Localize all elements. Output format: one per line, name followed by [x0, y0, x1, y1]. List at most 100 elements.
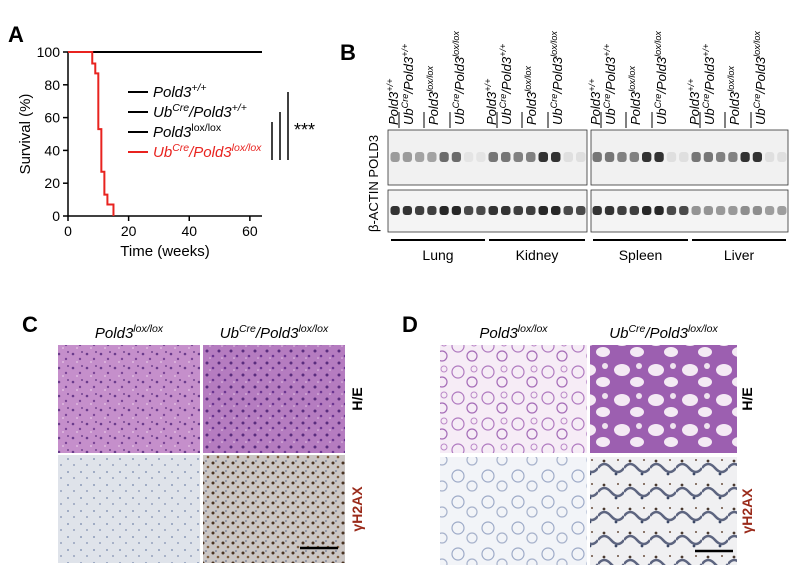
label-part: +/+	[232, 102, 247, 114]
band	[476, 206, 486, 215]
band	[765, 206, 775, 215]
label-part: Cre	[451, 94, 461, 109]
x-tick-label: 60	[242, 223, 258, 239]
label-part: lox/lox	[232, 142, 263, 154]
label-part: Ub	[702, 108, 717, 125]
panel-letter: A	[8, 22, 24, 47]
label-part: lox/lox	[191, 122, 222, 134]
row-label: γH2AX	[349, 486, 365, 532]
band	[415, 152, 425, 162]
label-part: +/+	[385, 79, 395, 92]
band	[488, 206, 498, 215]
tissue-label: Kidney	[516, 247, 559, 263]
label-part: lox/lox	[425, 66, 435, 92]
label-part: Ub	[654, 108, 669, 125]
label-part: Cre	[701, 94, 711, 109]
band	[390, 206, 400, 215]
label-part: Cre	[549, 94, 559, 109]
band	[716, 206, 726, 215]
label-part: lox/lox	[451, 31, 461, 57]
label-part: +/+	[498, 44, 508, 57]
band	[513, 152, 523, 162]
lane-label: UbCre/Pold3+/+	[498, 44, 514, 125]
label-part: /Pold3	[753, 56, 768, 95]
band	[390, 152, 400, 162]
micrograph	[203, 345, 345, 453]
label-part: Cre	[498, 94, 508, 109]
band	[654, 206, 664, 215]
y-tick-label: 60	[44, 110, 60, 126]
micrograph	[590, 457, 737, 565]
tissue-label: Spleen	[619, 247, 663, 263]
survival-line	[68, 51, 115, 216]
label-part: /Pold3	[654, 56, 669, 95]
row-label: H/E	[739, 387, 755, 410]
panel-letter: B	[340, 40, 356, 65]
label-part: +/+	[686, 79, 696, 92]
lane-label: UbCre/Pold3+/+	[701, 44, 717, 125]
label-part: lox/lox	[518, 323, 549, 335]
label-part: /Pold3	[401, 56, 416, 95]
label-part: /Pold3	[550, 56, 565, 95]
band	[576, 152, 586, 162]
band	[642, 206, 652, 215]
label-part: Ub	[499, 108, 514, 125]
band	[451, 206, 461, 215]
label-part: Cre	[400, 94, 410, 109]
band	[617, 152, 627, 162]
band	[488, 152, 498, 162]
x-axis-label: Time (weeks)	[120, 243, 209, 260]
x-tick-label: 0	[64, 223, 72, 239]
label-part: Pold3	[687, 91, 702, 125]
band	[604, 152, 615, 162]
band	[691, 152, 701, 162]
lane-label: Pold3+/+	[587, 79, 603, 125]
lane-label: UbCre/Pold3lox/lox	[451, 31, 467, 125]
lane-label: Pold3lox/lox	[627, 66, 643, 125]
band	[728, 152, 738, 162]
lane-label: UbCre/Pold3lox/lox	[549, 31, 565, 125]
lane-label: UbCre/Pold3+/+	[602, 44, 618, 125]
label-part: Pold3	[153, 124, 192, 141]
label-part: Cre	[653, 94, 663, 109]
band	[501, 152, 511, 162]
band	[703, 152, 713, 162]
label-part: Pold3	[95, 325, 134, 342]
band	[666, 152, 677, 162]
label-part: lox/lox	[726, 66, 736, 92]
label-part: Ub	[753, 108, 768, 125]
label-part: /Pold3	[603, 56, 618, 95]
band	[464, 152, 474, 162]
band	[451, 152, 461, 162]
legend-entry: UbCre/Pold3+/+	[153, 102, 247, 121]
x-tick-label: 40	[181, 223, 197, 239]
band	[576, 206, 586, 215]
column-label: Pold3lox/lox	[479, 323, 548, 342]
y-axis-label: Survival (%)	[17, 94, 34, 175]
label-part: +/+	[483, 79, 493, 92]
band	[538, 152, 548, 162]
label-part: Pold3	[628, 91, 643, 125]
label-part: lox/lox	[653, 31, 663, 57]
band	[777, 206, 787, 215]
lane-label: Pold3+/+	[483, 79, 499, 125]
y-tick-label: 0	[52, 208, 60, 224]
label-part: Ub	[609, 325, 628, 342]
band	[427, 152, 437, 162]
label-part: /Pold3	[188, 104, 232, 121]
band	[752, 206, 762, 215]
lane-label: Pold3lox/lox	[523, 66, 539, 125]
label-part: lox/lox	[688, 323, 719, 335]
label-part: Cre	[752, 94, 762, 109]
label-part: Cre	[628, 323, 645, 335]
column-label: UbCre/Pold3lox/lox	[609, 323, 718, 342]
column-label: Pold3lox/lox	[95, 323, 164, 342]
label-part: Pold3	[727, 91, 742, 125]
label-part: Pold3	[153, 84, 192, 101]
band	[654, 152, 664, 162]
label-part: /Pold3	[702, 56, 717, 95]
band	[464, 206, 474, 215]
row-label: H/E	[349, 387, 365, 410]
label-part: Ub	[220, 325, 239, 342]
